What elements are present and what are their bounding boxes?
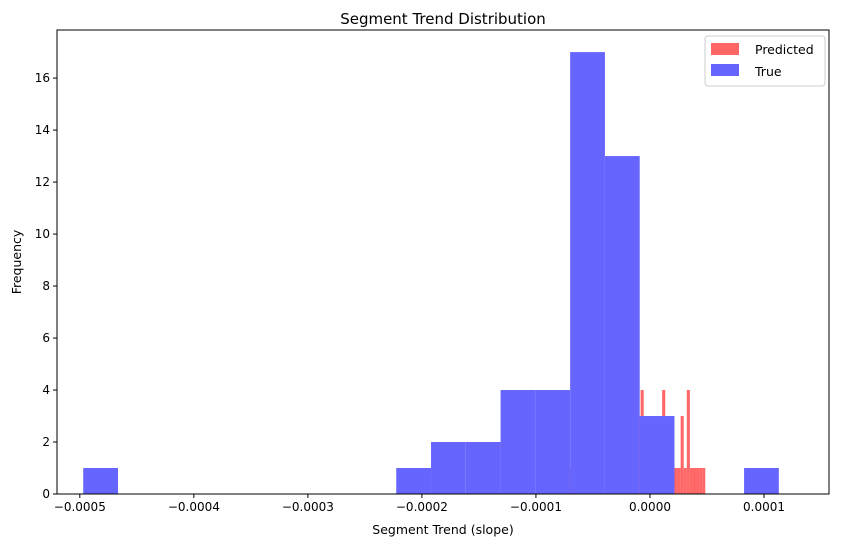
bar-predicted-45 bbox=[674, 468, 678, 494]
bar-predicted-54 bbox=[702, 468, 706, 494]
y-tick-label: 14 bbox=[35, 123, 50, 137]
y-tick-label: 16 bbox=[35, 71, 50, 85]
x-tick-label: −0.0001 bbox=[510, 500, 562, 514]
chart-title: Segment Trend Distribution bbox=[340, 10, 546, 28]
bar-predicted-49 bbox=[686, 390, 690, 494]
bar-true-0 bbox=[83, 468, 119, 494]
bar-predicted-52 bbox=[696, 468, 700, 494]
true-bars bbox=[83, 52, 779, 494]
y-tick-label: 12 bbox=[35, 175, 50, 189]
legend-label-predicted: Predicted bbox=[755, 42, 814, 57]
bar-predicted-50 bbox=[689, 468, 693, 494]
bar-true-14 bbox=[570, 52, 605, 494]
legend-swatch-predicted bbox=[711, 43, 739, 55]
y-tick-label: 4 bbox=[42, 383, 50, 397]
bar-true-10 bbox=[431, 442, 466, 494]
bar-true-11 bbox=[465, 442, 501, 494]
bar-true-9 bbox=[396, 468, 432, 494]
legend-label-true: True bbox=[754, 64, 782, 79]
x-tick-label: −0.0004 bbox=[168, 500, 220, 514]
bar-true-13 bbox=[535, 390, 571, 494]
x-tick-label: 0.0000 bbox=[629, 500, 671, 514]
y-tick-label: 2 bbox=[42, 435, 50, 449]
bar-true-19 bbox=[744, 468, 779, 494]
bar-predicted-51 bbox=[692, 468, 697, 494]
y-axis-label: Frequency bbox=[9, 229, 24, 294]
plot-frame bbox=[56, 29, 830, 495]
x-tick-label: −0.0003 bbox=[282, 500, 334, 514]
y-tick-label: 10 bbox=[35, 227, 50, 241]
x-tick-label: 0.0001 bbox=[743, 500, 785, 514]
x-axis-label: Segment Trend (slope) bbox=[372, 522, 513, 537]
bar-predicted-47 bbox=[680, 416, 684, 494]
y-tick-label: 6 bbox=[42, 331, 50, 345]
bar-predicted-53 bbox=[699, 468, 703, 494]
bar-predicted-46 bbox=[677, 468, 681, 494]
bar-true-12 bbox=[500, 390, 536, 494]
x-tick-label: −0.0002 bbox=[396, 500, 448, 514]
bar-true-16 bbox=[639, 416, 675, 494]
x-axis: −0.0005 −0.0004 −0.0003 −0.0002 −0.0001 0.000… bbox=[54, 494, 785, 514]
legend: Predicted True bbox=[704, 35, 826, 87]
y-axis: 0 2 4 6 8 10 12 14 16 bbox=[35, 71, 57, 501]
y-tick-label: 0 bbox=[42, 487, 50, 501]
bar-true-15 bbox=[604, 156, 640, 494]
y-tick-label: 8 bbox=[42, 279, 50, 293]
bar-predicted-48 bbox=[683, 468, 687, 494]
legend-swatch-true bbox=[711, 64, 739, 76]
x-tick-label: −0.0005 bbox=[54, 500, 106, 514]
